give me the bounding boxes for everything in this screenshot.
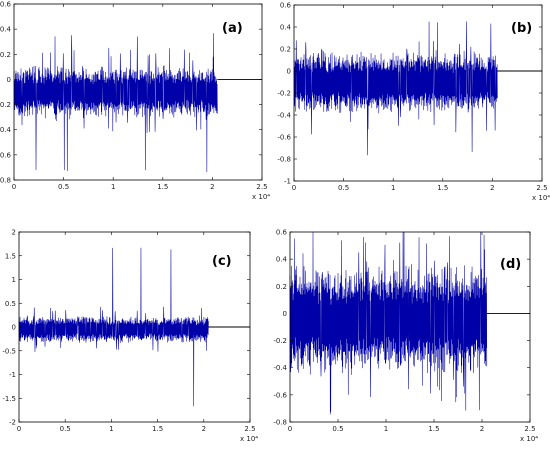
y-tick-label: -0.2 — [277, 90, 291, 98]
panel-label: (b) — [511, 21, 532, 36]
x-tick-label: 0.5 — [338, 184, 349, 192]
y-tick-label: -0.2 — [273, 337, 287, 345]
x-tick-label: 0 — [288, 425, 292, 433]
x-tick-label: 2 — [210, 183, 214, 191]
x-tick-label: 1.5 — [152, 425, 163, 433]
panel-label: (a) — [222, 21, 243, 36]
axes-frame — [289, 231, 531, 423]
y-tick-label: 1 — [12, 276, 16, 284]
y-tick-label: 0 — [7, 76, 11, 84]
axes-frame — [13, 3, 263, 181]
panel-label: (c) — [212, 254, 232, 269]
signal-trace — [289, 231, 488, 415]
y-tick-label: -0.8 — [0, 177, 11, 185]
signal-trace — [18, 247, 209, 407]
x-tick-label: 0.5 — [58, 183, 69, 191]
signal-trace — [13, 33, 218, 173]
x-tick-label: 1.5 — [157, 183, 168, 191]
y-tick-label: 0.5 — [5, 300, 16, 308]
y-tick-label: -0.5 — [2, 347, 16, 355]
x-tick-label: 1 — [109, 425, 113, 433]
panel-4: 0 0.5 1 1.5 2 2.5 -0.8 -0.6 -0.4 -0.2 0 0.2 0.4 0.6 x … — [273, 229, 538, 444]
panel-3: 0 0.5 1 1.5 2 2.5 -2 -1.5 -1 -0.5 0 0.5 1 1.5 2 x 10⁴ (c… — [2, 229, 258, 444]
panel-1: 0 0.5 1 1.5 2 2.5 -0.8 -0.6 -0.4 -0.2 0 0.2 0.4 0.6 x … — [0, 1, 270, 202]
x-tick-label: 1 — [391, 184, 395, 192]
y-tick-label: 0.6 — [280, 2, 292, 10]
y-tick-label: 0.2 — [0, 51, 11, 59]
y-tick-label: 0.4 — [280, 24, 292, 32]
x-tick-label: 2 — [202, 425, 206, 433]
x-tick-label: 0 — [17, 425, 21, 433]
y-tick-label: -0.8 — [277, 156, 291, 164]
y-tick-label: -0.4 — [0, 126, 12, 134]
y-tick-label: -0.6 — [273, 391, 287, 399]
x-multiplier-label: x 10⁴ — [532, 194, 550, 202]
y-tick-label: -0.6 — [277, 134, 291, 142]
y-tick-label: -0.8 — [273, 419, 287, 427]
y-tick-label: 0.2 — [280, 46, 291, 54]
x-tick-label: 2.5 — [244, 425, 255, 433]
y-tick-label: 0 — [283, 310, 287, 318]
y-tick-label: 0 — [287, 68, 291, 76]
y-tick-label: 0.2 — [276, 283, 287, 291]
y-tick-label: 0.6 — [0, 1, 12, 9]
x-multiplier-label: x 10⁴ — [240, 435, 258, 443]
x-tick-label: 2 — [490, 184, 494, 192]
panel-2: 0 0.5 1 1.5 2 2.5 -1 -0.8 -0.6 -0.4 -0.2 0 0.2 0.4 0.6… — [277, 2, 550, 203]
x-tick-label: 2.5 — [256, 183, 267, 191]
y-tick-label: -2 — [9, 419, 16, 427]
y-tick-label: 2 — [12, 229, 16, 237]
x-multiplier-label: x 10⁴ — [520, 435, 538, 443]
y-tick-label: 0.4 — [0, 26, 12, 34]
x-tick-label: 1 — [384, 425, 388, 433]
y-tick-label: -0.2 — [0, 101, 11, 109]
y-tick-label: 0 — [12, 324, 16, 332]
x-tick-label: 0 — [292, 184, 296, 192]
y-tick-label: -1 — [9, 371, 16, 379]
x-tick-label: 1.5 — [437, 184, 448, 192]
x-tick-label: 2.5 — [536, 184, 547, 192]
x-tick-label: 2.5 — [524, 425, 535, 433]
x-tick-label: 0.5 — [60, 425, 71, 433]
panel-label: (d) — [500, 257, 521, 272]
signal-trace — [293, 21, 498, 156]
x-tick-label: 0 — [12, 183, 16, 191]
y-tick-label: 1.5 — [5, 252, 16, 260]
x-multiplier-label: x 10⁴ — [252, 193, 270, 201]
x-tick-label: 2 — [480, 425, 484, 433]
y-tick-label: 0.4 — [276, 256, 288, 264]
y-tick-label: -0.6 — [0, 151, 12, 159]
y-tick-label: -1.5 — [2, 395, 16, 403]
x-tick-label: 1 — [111, 183, 115, 191]
x-tick-label: 1.5 — [428, 425, 439, 433]
y-tick-label: 0.6 — [276, 229, 288, 237]
y-tick-label: -1 — [284, 178, 291, 186]
y-tick-label: -0.4 — [277, 112, 291, 120]
y-tick-label: -0.4 — [273, 364, 287, 372]
x-tick-label: 0.5 — [332, 425, 343, 433]
